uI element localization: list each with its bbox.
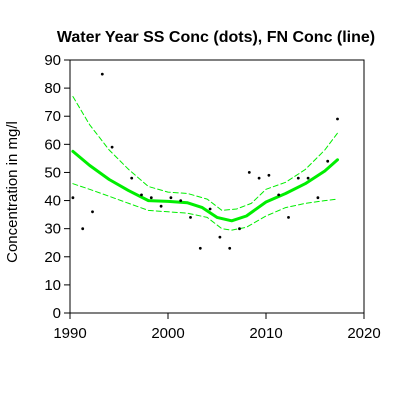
- data-point: [189, 216, 192, 219]
- x-tick-label: 2020: [347, 325, 380, 342]
- confidence-band-line: [72, 96, 338, 211]
- data-point: [287, 216, 290, 219]
- y-axis-title: Concentration in mg/l: [4, 121, 21, 263]
- data-point: [149, 196, 153, 200]
- y-tick-label: 30: [44, 221, 61, 238]
- data-point: [336, 117, 339, 121]
- data-point: [267, 173, 271, 177]
- confidence-band-line: [72, 183, 338, 231]
- data-point: [198, 246, 202, 250]
- data-point: [277, 193, 281, 197]
- trend-line: [71, 149, 339, 223]
- data-point: [247, 171, 251, 174]
- data-point: [71, 196, 75, 200]
- lines-layer: [71, 96, 339, 231]
- data-point: [179, 199, 183, 203]
- y-tick-label: 10: [44, 277, 61, 294]
- data-point: [159, 204, 163, 208]
- x-tick-label: 2010: [249, 325, 282, 342]
- data-point: [81, 227, 85, 231]
- y-tick-label: 70: [44, 108, 61, 125]
- y-tick-label: 0: [53, 305, 61, 322]
- data-point: [169, 196, 173, 200]
- data-point: [306, 176, 310, 180]
- y-tick-label: 60: [44, 136, 61, 153]
- data-point: [326, 159, 330, 163]
- y-tick-label: 80: [44, 80, 61, 97]
- data-point: [316, 196, 320, 200]
- data-point: [208, 207, 212, 211]
- y-tick-label: 90: [44, 52, 61, 69]
- data-point: [140, 193, 143, 197]
- data-point: [218, 235, 222, 239]
- y-tick-label: 20: [44, 249, 61, 266]
- data-point: [100, 72, 104, 76]
- x-tick-label: 2000: [151, 325, 184, 342]
- y-tick-label: 50: [44, 164, 61, 181]
- data-point: [257, 176, 261, 180]
- data-point: [130, 176, 134, 180]
- x-tick-label: 1990: [53, 325, 86, 342]
- y-tick-label: 40: [44, 193, 61, 210]
- points-layer: [71, 72, 339, 250]
- data-point: [296, 176, 300, 180]
- data-point: [110, 145, 114, 149]
- data-point: [238, 227, 241, 231]
- axes-layer: 0 10 20 30 40 50 60 70 80 90 1990 2000 2010 2020: [44, 52, 380, 342]
- data-point: [228, 246, 232, 250]
- chart-title: Water Year SS Conc (dots), FN Conc (line…: [57, 29, 375, 46]
- data-point: [91, 210, 94, 214]
- plot-frame: [69, 59, 365, 314]
